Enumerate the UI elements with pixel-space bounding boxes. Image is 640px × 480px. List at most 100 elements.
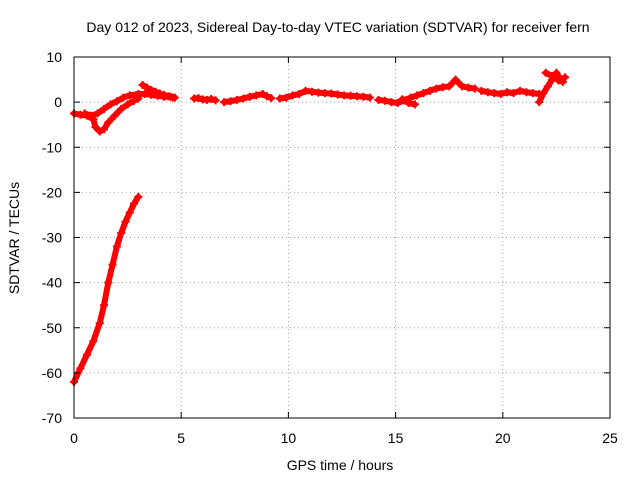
y-tick-label: -50	[42, 320, 62, 336]
data-point	[515, 86, 524, 95]
data-layer	[70, 68, 569, 386]
y-tick-label: -60	[42, 365, 62, 381]
data-point	[432, 84, 441, 93]
data-point	[288, 91, 297, 100]
data-point	[112, 97, 121, 106]
data-point	[404, 99, 413, 108]
data-point	[100, 125, 109, 134]
data-point	[239, 94, 248, 103]
data-point	[393, 99, 402, 108]
data-point	[548, 71, 557, 80]
data-point	[104, 278, 113, 287]
data-point	[445, 82, 454, 91]
data-point	[258, 90, 267, 99]
data-point	[91, 122, 100, 131]
data-point	[419, 89, 428, 98]
data-point	[130, 96, 139, 105]
data-point	[380, 96, 389, 105]
data-point	[207, 94, 216, 103]
data-point	[112, 242, 121, 251]
data-point	[398, 95, 407, 104]
grid-layer	[74, 57, 610, 418]
x-tick-label: 0	[70, 430, 78, 446]
data-point	[543, 82, 552, 91]
x-tick-label: 5	[177, 430, 185, 446]
data-point	[232, 95, 241, 104]
data-point	[458, 82, 467, 91]
data-point	[267, 94, 276, 103]
data-point	[106, 100, 115, 109]
data-point	[95, 319, 104, 328]
data-point	[121, 217, 130, 226]
data-point	[262, 92, 271, 101]
data-point	[160, 90, 169, 99]
data-point	[211, 96, 220, 105]
data-point	[100, 104, 109, 113]
x-tick-label: 25	[602, 430, 618, 446]
data-point	[470, 84, 479, 93]
data-point	[110, 111, 119, 120]
x-tick-label: 10	[281, 430, 297, 446]
data-point	[76, 364, 85, 373]
data-point	[226, 97, 235, 106]
data-point	[541, 68, 550, 77]
data-point	[164, 92, 173, 101]
data-point	[496, 90, 505, 99]
data-point	[117, 104, 126, 113]
y-tick-label: -70	[42, 410, 62, 426]
data-point	[147, 85, 156, 94]
data-point	[138, 80, 147, 89]
data-point	[295, 90, 304, 99]
data-point	[413, 91, 422, 100]
data-point	[194, 94, 203, 103]
data-point	[425, 86, 434, 95]
y-tick-label: -30	[42, 230, 62, 246]
data-point	[151, 87, 160, 96]
data-point	[80, 109, 89, 118]
data-point	[252, 91, 261, 100]
data-point	[509, 89, 518, 98]
data-point	[119, 93, 128, 102]
data-point	[535, 98, 544, 107]
data-point	[245, 92, 254, 101]
data-point	[477, 86, 486, 95]
data-point	[168, 93, 177, 102]
data-point	[554, 76, 563, 85]
data-point	[410, 100, 419, 109]
data-point	[100, 301, 109, 310]
x-axis-label: GPS time / hours	[287, 457, 394, 473]
chart-title: Day 012 of 2023, Sidereal Day-to-day VTE…	[86, 19, 589, 35]
data-point	[104, 118, 113, 127]
series-0	[70, 68, 569, 386]
data-point	[82, 350, 91, 359]
data-point	[93, 109, 102, 118]
y-axis-label: SDTVAR / TECUs	[6, 182, 22, 294]
data-point	[365, 93, 374, 102]
x-tick-label: 20	[495, 430, 511, 446]
data-point	[142, 83, 151, 92]
data-point	[125, 208, 134, 217]
data-point	[87, 111, 96, 120]
y-tick-label: -40	[42, 275, 62, 291]
tick-layer: 0 5 10 15 20 25 10 0 -10 -20 -30 -40 -50 -60 -70	[42, 49, 618, 446]
y-tick-label: -10	[42, 139, 62, 155]
data-point	[282, 93, 291, 102]
data-point	[406, 93, 415, 102]
x-tick-label: 15	[388, 430, 404, 446]
data-point	[125, 91, 134, 100]
data-point	[95, 127, 104, 136]
data-point	[155, 89, 164, 98]
data-point	[451, 75, 460, 84]
data-point	[123, 100, 132, 109]
y-tick-label: 10	[46, 49, 62, 65]
y-tick-label: -20	[42, 184, 62, 200]
data-point	[117, 228, 126, 237]
data-point	[89, 337, 98, 346]
data-point	[108, 260, 117, 269]
data-point	[134, 192, 143, 201]
y-tick-label: 0	[54, 94, 62, 110]
data-point	[539, 89, 548, 98]
data-point	[558, 77, 567, 86]
